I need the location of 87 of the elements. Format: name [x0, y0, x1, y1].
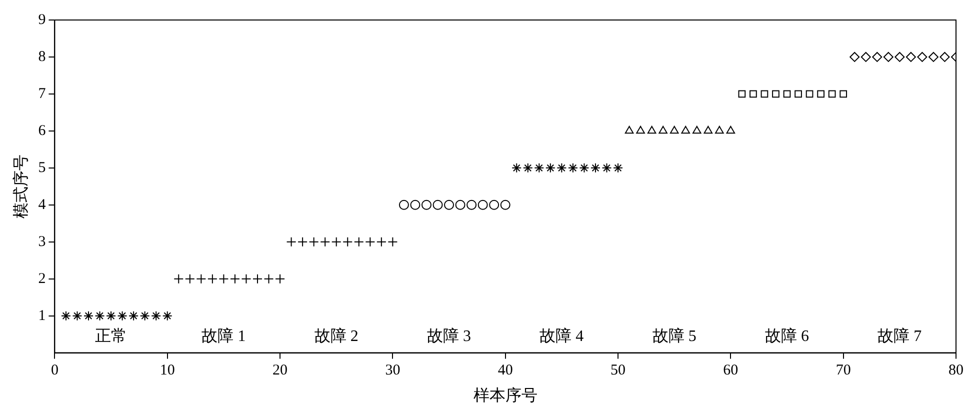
point — [500, 200, 510, 210]
point — [850, 52, 860, 62]
point — [840, 90, 848, 98]
point — [455, 200, 466, 210]
point — [940, 52, 950, 62]
annotation: 故障 5 — [652, 327, 696, 346]
x-tick-label: 60 — [723, 362, 738, 379]
y-tick-label: 6 — [38, 122, 46, 139]
point — [636, 126, 645, 134]
y-tick-label: 2 — [38, 270, 46, 287]
y-tick-label: 1 — [38, 308, 46, 324]
point — [60, 310, 71, 321]
x-tick-label: 70 — [836, 362, 851, 379]
point — [534, 162, 544, 173]
point — [794, 90, 802, 98]
point — [894, 52, 905, 62]
point — [556, 162, 567, 173]
point — [512, 162, 522, 173]
y-tick-label: 9 — [38, 12, 46, 28]
point — [94, 310, 105, 321]
annotation: 正常 — [95, 327, 128, 346]
point — [117, 310, 128, 321]
x-tick-label: 0 — [50, 362, 58, 379]
point — [906, 52, 916, 62]
point — [151, 310, 162, 321]
annotation: 故障 4 — [540, 327, 584, 346]
point — [613, 162, 624, 173]
point — [444, 200, 454, 210]
point — [883, 52, 894, 62]
point — [624, 126, 634, 134]
annotation: 故障 1 — [202, 327, 246, 346]
point — [410, 200, 420, 210]
x-tick-label: 30 — [385, 362, 400, 379]
point — [579, 162, 590, 173]
annotation: 故障 6 — [765, 327, 810, 346]
x-axis-title: 样本序号 — [473, 386, 538, 405]
point — [715, 126, 724, 134]
point — [432, 200, 443, 210]
y-tick-label: 4 — [38, 196, 46, 213]
annotation: 故障 7 — [878, 327, 922, 346]
y-tick-label: 3 — [38, 234, 46, 250]
point — [750, 90, 757, 98]
y-tick-label: 7 — [38, 86, 46, 102]
x-tick-label: 50 — [610, 362, 626, 379]
y-tick-label: 8 — [38, 48, 46, 65]
point — [522, 162, 533, 173]
x-tick-label: 10 — [160, 362, 175, 379]
x-tick-label: 40 — [498, 362, 513, 379]
point — [602, 162, 612, 173]
point — [140, 310, 150, 321]
point — [828, 90, 836, 98]
annotation: 故障 2 — [314, 327, 358, 346]
point — [421, 200, 432, 210]
point — [860, 52, 871, 62]
point — [84, 310, 94, 321]
x-tick-label: 20 — [272, 362, 288, 379]
point — [738, 90, 746, 98]
point — [817, 90, 824, 98]
point — [106, 310, 116, 321]
point — [545, 162, 556, 173]
point — [466, 200, 477, 210]
point — [760, 90, 768, 98]
point — [478, 200, 488, 210]
point — [783, 90, 791, 98]
point — [928, 52, 938, 62]
point — [647, 126, 656, 134]
point — [917, 52, 928, 62]
point — [670, 126, 679, 134]
point — [772, 90, 780, 98]
point — [162, 310, 172, 321]
point — [568, 162, 578, 173]
point — [658, 126, 668, 134]
point — [872, 52, 882, 62]
y-tick-label: 5 — [38, 160, 46, 176]
point — [489, 200, 500, 210]
point — [398, 200, 409, 210]
point — [681, 126, 690, 134]
point — [128, 310, 139, 321]
point — [590, 162, 600, 173]
point — [806, 90, 814, 98]
point — [692, 126, 702, 134]
y-axis-title: 模式序号 — [12, 154, 30, 218]
point — [704, 126, 713, 134]
x-tick-label: 80 — [948, 362, 964, 379]
point — [726, 126, 736, 134]
annotation: 故障 3 — [427, 327, 472, 346]
point — [72, 310, 82, 321]
